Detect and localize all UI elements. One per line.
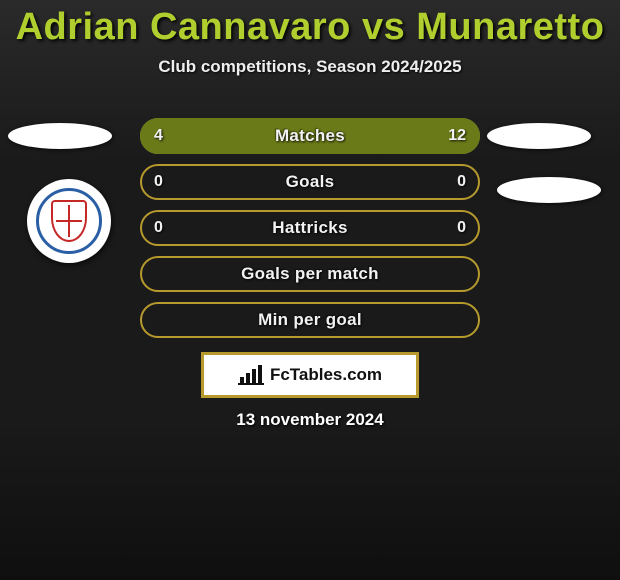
stat-label: Matches bbox=[140, 118, 480, 154]
stat-value-right: 0 bbox=[457, 210, 466, 246]
club-shield-icon bbox=[51, 200, 87, 242]
player-right-ellipse-1 bbox=[487, 123, 591, 149]
stat-value-left: 4 bbox=[154, 118, 163, 154]
brand-text: FcTables.com bbox=[270, 365, 382, 385]
player-left-club-badge bbox=[27, 179, 111, 263]
stat-label: Goals bbox=[140, 164, 480, 200]
subtitle: Club competitions, Season 2024/2025 bbox=[0, 57, 620, 77]
stat-row: Goals0 0 bbox=[140, 164, 480, 200]
page-title: Adrian Cannavaro vs Munaretto bbox=[0, 0, 620, 49]
stat-value-left: 0 bbox=[154, 210, 163, 246]
bar-chart-icon bbox=[238, 365, 264, 385]
stat-row: Min per goal bbox=[140, 302, 480, 338]
date-text: 13 november 2024 bbox=[0, 410, 620, 430]
club-badge-ring bbox=[36, 188, 102, 254]
stat-label: Goals per match bbox=[140, 256, 480, 292]
stat-value-right: 0 bbox=[457, 164, 466, 200]
stat-row: Goals per match bbox=[140, 256, 480, 292]
stat-value-left: 0 bbox=[154, 164, 163, 200]
brand-box[interactable]: FcTables.com bbox=[201, 352, 419, 398]
player-right-ellipse-2 bbox=[497, 177, 601, 203]
stat-bars: Matches412Goals00Hattricks00Goals per ma… bbox=[140, 118, 480, 348]
stat-row: Hattricks0 0 bbox=[140, 210, 480, 246]
player-left-ellipse bbox=[8, 123, 112, 149]
stat-label: Hattricks bbox=[140, 210, 480, 246]
stat-label: Min per goal bbox=[140, 302, 480, 338]
stat-row: Matches4 12 bbox=[140, 118, 480, 154]
stat-value-right: 12 bbox=[448, 118, 466, 154]
